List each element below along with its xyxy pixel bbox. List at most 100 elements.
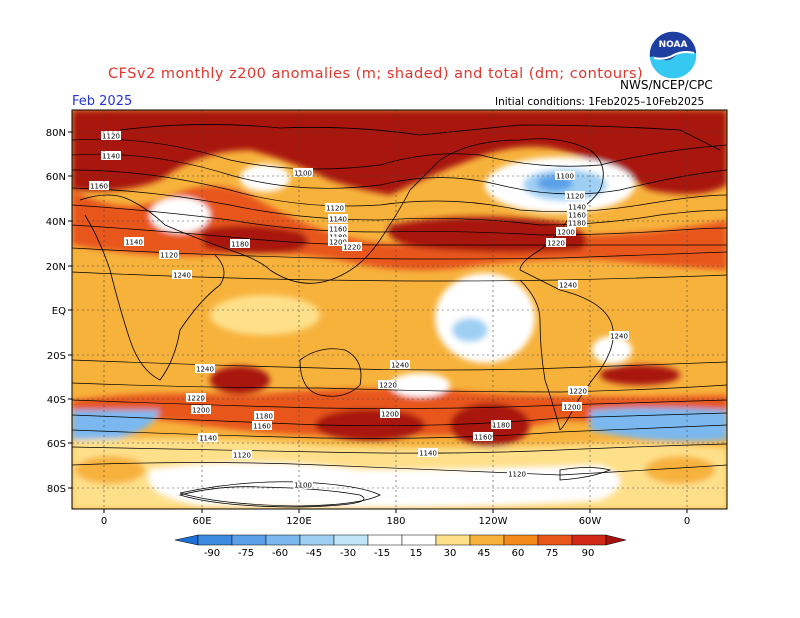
shade-arctic <box>72 110 727 195</box>
svg-text:1140: 1140 <box>419 450 437 458</box>
logo-bird <box>653 51 695 60</box>
coast-australia <box>299 348 362 397</box>
svg-text:1200: 1200 <box>557 229 575 237</box>
svg-text:1240: 1240 <box>559 282 577 290</box>
svg-text:1220: 1220 <box>379 382 397 390</box>
coast-antarctic-peninsula <box>559 467 612 481</box>
contour-label-3: 1160 <box>89 181 109 191</box>
colorbar-tick-6: -15 <box>374 548 390 559</box>
shade-siberia-neutral <box>240 164 290 192</box>
svg-text:1140: 1140 <box>102 153 120 161</box>
svg-text:1200: 1200 <box>329 239 347 247</box>
coast-africa <box>84 214 225 381</box>
coast-arctic <box>119 124 721 151</box>
initial-conditions: Initial conditions: 1Feb2025–10Feb2025 <box>495 96 705 108</box>
colorbar-tick-8: 30 <box>444 548 457 559</box>
lat-label-60n: 60N <box>46 172 66 183</box>
coast-north-america <box>439 138 604 271</box>
lon-label-60w: 60W <box>579 516 602 527</box>
colorbar-segment-2 <box>231 534 267 546</box>
lat-labels: 80N 60N 40N 20N EQ 20S 40S 60S 80S <box>46 128 66 495</box>
colorbar-segment-3 <box>265 534 301 546</box>
svg-text:1100: 1100 <box>294 482 312 490</box>
coast-antarctica <box>178 486 365 508</box>
coast-asia-east <box>269 159 441 284</box>
colorbar-segment-9 <box>469 534 505 546</box>
svg-text:1160: 1160 <box>474 434 492 442</box>
contour-label-40: 1120 <box>159 250 179 260</box>
lat-label-20n: 20N <box>46 262 66 273</box>
lon-label-60e: 60E <box>192 516 211 527</box>
contour-label-36: 1220 <box>186 393 206 403</box>
contour-label-35: 1240 <box>195 364 215 374</box>
shade-sa-max <box>600 365 680 385</box>
svg-text:1160: 1160 <box>90 183 108 191</box>
contour-label-29: 1220 <box>568 386 588 396</box>
height-contours <box>72 138 727 507</box>
lat-label-40s: 40S <box>47 395 66 406</box>
lon-label-0-east: 0 <box>684 516 690 527</box>
lat-label-60s: 60S <box>47 439 66 450</box>
svg-text:1140: 1140 <box>568 204 586 212</box>
shade-sh-max-1 <box>210 366 270 394</box>
lon-ticks <box>103 509 688 513</box>
svg-text:1120: 1120 <box>508 471 526 479</box>
colorbar-tick-7: 15 <box>410 548 423 559</box>
contour-label-25: 1160 <box>473 432 493 442</box>
logo-sky <box>649 31 697 61</box>
lon-label-0: 0 <box>101 516 107 527</box>
contour-label-15: 1160 <box>567 210 587 220</box>
agency-label: NWS/NCEP/CPC <box>620 78 713 92</box>
shade-indian-light <box>210 295 320 335</box>
contour-label-2: 1140 <box>101 151 121 161</box>
contour-label-32: 1160 <box>252 421 272 431</box>
colorbar-segment-7 <box>401 534 437 546</box>
lat-label-eq: EQ <box>52 306 66 317</box>
colorbar-tick-12: 90 <box>582 548 595 559</box>
svg-text:1180: 1180 <box>492 422 510 430</box>
contour-labels: 1120 1140 1160 1100 1120 1140 1160 1180 … <box>89 131 629 490</box>
colorbar-tick-9: 45 <box>478 548 491 559</box>
svg-text:1220: 1220 <box>547 240 565 248</box>
colorbar-segment-12 <box>571 534 607 546</box>
lat-label-40n: 40N <box>46 217 66 228</box>
forecast-month: Feb 2025 <box>72 94 133 109</box>
svg-text:1220: 1220 <box>343 244 361 252</box>
shade-brazil-neutral <box>592 336 632 364</box>
svg-text:1120: 1120 <box>160 252 178 260</box>
contour-label-34: 1120 <box>232 450 252 460</box>
figure-title: CFSv2 monthly z200 anomalies (m; shaded)… <box>108 66 644 82</box>
lon-label-120w: 120W <box>479 516 508 527</box>
colorbar-tick-11: 75 <box>546 548 559 559</box>
coast-south-america <box>519 269 614 431</box>
shade-antarctic-neutral <box>148 462 621 508</box>
lon-labels: 0 60E 120E 180 120W 60W 0 <box>101 516 690 527</box>
contour-label-10: 1220 <box>342 242 362 252</box>
colorbar-segment-4 <box>299 534 335 546</box>
contour-label-18: 1220 <box>546 238 566 248</box>
colorbar-tick-5: -30 <box>340 548 356 559</box>
colorbar-ticks: -90 -75 -60 -45 -30 -15 15 30 45 60 75 9… <box>204 548 595 559</box>
contour-label-14: 1140 <box>567 202 587 212</box>
shade-so-neg-west <box>72 410 160 445</box>
lat-label-20s: 20S <box>47 351 66 362</box>
svg-text:1240: 1240 <box>196 366 214 374</box>
svg-text:1120: 1120 <box>233 452 251 460</box>
colorbar-segment-10 <box>503 534 539 546</box>
colorbar-tick-3: -60 <box>272 548 288 559</box>
contour-label-12: 1100 <box>555 171 575 181</box>
contour-label-28: 1100 <box>293 480 313 490</box>
contour-label-19: 1240 <box>558 280 578 290</box>
colorbar-segment-6 <box>367 534 403 546</box>
svg-text:1240: 1240 <box>391 362 409 370</box>
contour-label-33: 1140 <box>198 433 218 443</box>
svg-text:1140: 1140 <box>125 239 143 247</box>
contour-label-37: 1200 <box>191 405 211 415</box>
graticule <box>72 110 727 509</box>
contour-label-9: 1200 <box>328 237 348 247</box>
coast-sa-west <box>519 279 561 431</box>
colorbar-segment-11 <box>537 534 573 546</box>
coastlines <box>79 124 721 508</box>
svg-text:1120: 1120 <box>102 133 120 141</box>
